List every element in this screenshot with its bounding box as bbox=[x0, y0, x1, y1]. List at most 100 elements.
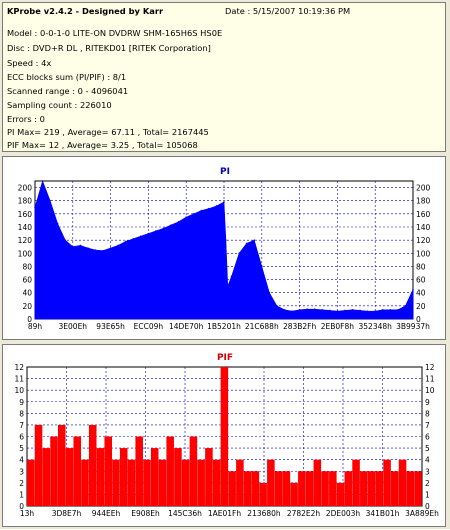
pif-bar bbox=[158, 459, 167, 506]
pif-bar bbox=[406, 471, 415, 506]
pi-ytick-right: 20 bbox=[416, 302, 426, 311]
pif-bar bbox=[236, 459, 244, 506]
pi-ytick-right: 40 bbox=[416, 289, 426, 298]
pi-xtick: 1B5201h bbox=[207, 322, 241, 331]
pi-ytick-left: 20 bbox=[22, 302, 32, 311]
pif-ytick-right: 9 bbox=[425, 398, 430, 407]
pi-data-point bbox=[79, 244, 82, 247]
pi-ytick-right: 60 bbox=[416, 276, 426, 285]
pif-ytick-right: 10 bbox=[425, 386, 435, 395]
pif-bar bbox=[274, 471, 283, 506]
pif-bar bbox=[181, 459, 190, 506]
pif-bar bbox=[127, 459, 136, 506]
pi-ytick-left: 120 bbox=[18, 236, 33, 245]
scan-info-panel: KProbe v2.4.2 - Designed by Karr Date : … bbox=[2, 2, 446, 152]
pi-data-point bbox=[245, 242, 248, 245]
pi-data-point bbox=[155, 230, 157, 232]
pi-data-point bbox=[34, 206, 36, 209]
pi-data-point bbox=[102, 249, 104, 252]
pi-data-point bbox=[41, 180, 44, 182]
pi-data-point bbox=[351, 309, 354, 311]
pi-data-point bbox=[329, 309, 331, 312]
pi-data-point bbox=[389, 309, 392, 311]
pi-xtick: 14DE70h bbox=[169, 322, 204, 331]
pi-ytick-right: 140 bbox=[416, 223, 431, 232]
pi-data-point bbox=[268, 291, 271, 294]
pif-bar bbox=[329, 471, 337, 506]
pif-chart-panel: PIF 0 0 1 1 2 2 3 3 4 4 5 5 6 6 7 7 8 8 9 9 10 10 11 11 12 12 13h 3… bbox=[2, 344, 446, 527]
pi-xtick: 352348h bbox=[359, 322, 393, 331]
pi-data-point bbox=[374, 310, 377, 312]
pi-xtick: 283B2Fh bbox=[283, 322, 317, 331]
pif-ytick-left: 10 bbox=[14, 386, 24, 395]
pi-xtick: ECC09h bbox=[134, 322, 164, 331]
pi-data-point bbox=[298, 309, 301, 311]
pi-data-point bbox=[140, 235, 142, 237]
pif-bar bbox=[104, 436, 112, 506]
pi-data-point bbox=[261, 265, 263, 268]
pi-data-point bbox=[306, 308, 308, 310]
pi-data-point bbox=[132, 238, 135, 240]
sampling-count: Sampling count : 226010 bbox=[7, 100, 112, 110]
pi-xtick: 93E65h bbox=[96, 322, 125, 331]
pif-ytick-right: 8 bbox=[425, 409, 430, 418]
pif-xtick: 213680h bbox=[247, 509, 281, 518]
pif-bar bbox=[88, 424, 97, 506]
pi-ytick-left: 100 bbox=[18, 249, 33, 258]
pi-data-point bbox=[185, 216, 187, 218]
pi-data-point bbox=[64, 239, 67, 241]
pi-data-point bbox=[177, 220, 180, 223]
pif-bar bbox=[251, 471, 260, 506]
pif-ytick-left: 1 bbox=[19, 490, 24, 499]
pi-data-point bbox=[276, 305, 278, 307]
pi-data-point bbox=[336, 310, 339, 312]
pif-bar bbox=[391, 471, 399, 506]
pi-ytick-right: 100 bbox=[416, 249, 431, 258]
pi-ytick-left: 180 bbox=[18, 197, 33, 206]
pi-data-point bbox=[226, 285, 229, 287]
pif-bar bbox=[73, 436, 82, 506]
pi-ytick-left: 40 bbox=[22, 289, 32, 298]
pif-bar bbox=[298, 471, 306, 506]
scan-speed: Speed : 4x bbox=[7, 58, 52, 68]
pi-ytick-right: 160 bbox=[416, 210, 431, 219]
pi-data-point bbox=[109, 247, 112, 249]
pif-bar bbox=[321, 471, 329, 506]
pif-bar bbox=[352, 459, 360, 506]
pif-bar bbox=[50, 436, 58, 506]
pi-data-point bbox=[321, 309, 324, 311]
pif-ytick-right: 0 bbox=[425, 502, 430, 511]
pif-bar bbox=[259, 482, 267, 506]
pif-ytick-right: 11 bbox=[425, 375, 435, 384]
pi-data-point bbox=[238, 252, 240, 255]
pif-ytick-left: 11 bbox=[14, 375, 24, 384]
pif-bar bbox=[228, 471, 236, 506]
pif-bar bbox=[360, 471, 368, 506]
pif-bar bbox=[205, 448, 213, 506]
pif-xtick: 3A889Eh bbox=[405, 509, 439, 518]
pif-bar bbox=[135, 436, 143, 506]
pif-xtick: 341B01h bbox=[366, 509, 400, 518]
pif-bar bbox=[290, 482, 298, 506]
pif-ytick-left: 0 bbox=[19, 502, 24, 511]
ecc-blocks: ECC blocks sum (PI/PIF) : 8/1 bbox=[7, 72, 127, 82]
pif-xtick: 2782E2h bbox=[287, 509, 321, 518]
pi-xtick: 89h bbox=[28, 322, 43, 331]
pif-bar bbox=[34, 424, 43, 506]
pif-bar bbox=[174, 448, 182, 506]
pi-data-point bbox=[359, 309, 361, 312]
pif-chart-title: PIF bbox=[217, 353, 233, 363]
pi-data-point bbox=[366, 310, 369, 312]
pif-ytick-left: 12 bbox=[14, 363, 24, 372]
pif-ytick-right: 7 bbox=[425, 421, 430, 430]
pi-data-point bbox=[72, 245, 74, 248]
pi-data-point bbox=[124, 240, 127, 243]
pi-data-point bbox=[225, 239, 227, 241]
pif-xtick: E908Eh bbox=[131, 509, 160, 518]
pif-xtick: 3D8E7h bbox=[52, 509, 82, 518]
pif-bar bbox=[282, 471, 291, 506]
pi-series-area bbox=[34, 180, 414, 320]
pi-data-point bbox=[223, 201, 225, 203]
pi-chart: PI 0 0 20 20 40 40 60 60 80 80 100 100 120 120 140 140 1… bbox=[18, 167, 431, 331]
